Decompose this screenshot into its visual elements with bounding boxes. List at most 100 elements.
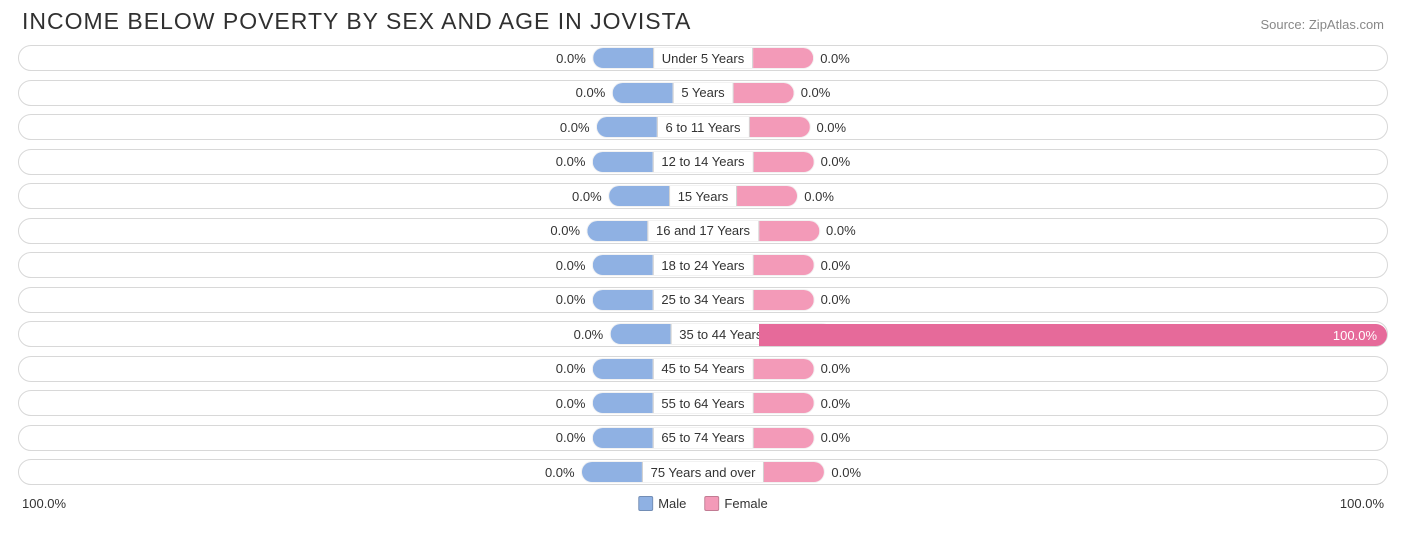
male-value-label: 0.0% [550, 223, 580, 238]
category-label: 55 to 64 Years [652, 393, 753, 413]
female-base-segment [737, 186, 797, 206]
male-value-label: 0.0% [576, 85, 606, 100]
chart-row: 0.0% 16 and 17 Years 0.0% [18, 218, 1388, 244]
male-base-segment [592, 255, 652, 275]
chart-row: 0.0% 65 to 74 Years 0.0% [18, 425, 1388, 451]
category-pill: 6 to 11 Years [596, 116, 811, 138]
chart-row: 0.0% 6 to 11 Years 0.0% [18, 114, 1388, 140]
category-label: 16 and 17 Years [647, 221, 759, 241]
male-value-label: 0.0% [560, 120, 590, 135]
chart-row: 0.0% 25 to 34 Years 0.0% [18, 287, 1388, 313]
male-base-segment [612, 83, 672, 103]
female-value-label: 0.0% [821, 258, 851, 273]
female-value-label: 0.0% [821, 154, 851, 169]
female-base-segment [734, 83, 794, 103]
category-pill: 16 and 17 Years [586, 220, 820, 242]
category-pill: 12 to 14 Years [591, 151, 814, 173]
category-pill: 15 Years [608, 185, 799, 207]
category-label: 75 Years and over [642, 462, 765, 482]
category-label: 18 to 24 Years [652, 255, 753, 275]
category-pill: Under 5 Years [592, 47, 814, 69]
category-pill: 25 to 34 Years [591, 289, 814, 311]
male-value-label: 0.0% [556, 292, 586, 307]
category-pill: 65 to 74 Years [591, 427, 814, 449]
male-value-label: 0.0% [556, 430, 586, 445]
female-value-label: 0.0% [821, 361, 851, 376]
category-label: 65 to 74 Years [652, 428, 753, 448]
legend-male-swatch [638, 496, 653, 511]
category-label: 25 to 34 Years [652, 290, 753, 310]
axis-right-label: 100.0% [1340, 496, 1384, 511]
female-base-segment [749, 117, 809, 137]
male-base-segment [592, 152, 652, 172]
female-value-label: 0.0% [821, 396, 851, 411]
legend-male-label: Male [658, 496, 686, 511]
male-base-segment [592, 393, 652, 413]
legend-female: Female [704, 496, 767, 511]
category-label: 6 to 11 Years [657, 117, 750, 137]
legend: Male Female [638, 496, 768, 511]
female-base-segment [754, 428, 814, 448]
male-value-label: 0.0% [545, 465, 575, 480]
male-base-segment [597, 117, 657, 137]
female-base-segment [754, 359, 814, 379]
female-value-label: 0.0% [821, 292, 851, 307]
male-base-segment [592, 428, 652, 448]
category-label: 45 to 54 Years [652, 359, 753, 379]
male-base-segment [610, 324, 670, 344]
female-base-segment [754, 393, 814, 413]
female-base-segment [754, 152, 814, 172]
chart-row: 0.0% 55 to 64 Years 0.0% [18, 390, 1388, 416]
chart-row: 0.0% 15 Years 0.0% [18, 183, 1388, 209]
category-label: 35 to 44 Years [670, 324, 771, 344]
female-base-segment [759, 221, 819, 241]
category-pill: 5 Years [611, 82, 794, 104]
female-base-segment [754, 255, 814, 275]
chart-row: 0.0% 12 to 14 Years 0.0% [18, 149, 1388, 175]
male-base-segment [582, 462, 642, 482]
male-base-segment [593, 48, 653, 68]
legend-male: Male [638, 496, 686, 511]
category-pill: 45 to 54 Years [591, 358, 814, 380]
chart-row: 0.0% 18 to 24 Years 0.0% [18, 252, 1388, 278]
category-pill: 55 to 64 Years [591, 392, 814, 414]
male-base-segment [592, 290, 652, 310]
female-value-label: 0.0% [804, 189, 834, 204]
category-pill: 18 to 24 Years [591, 254, 814, 276]
category-label: Under 5 Years [653, 48, 753, 68]
male-base-segment [587, 221, 647, 241]
female-base-segment [764, 462, 824, 482]
male-value-label: 0.0% [556, 154, 586, 169]
chart-row: 0.0% Under 5 Years 0.0% [18, 45, 1388, 71]
male-base-segment [592, 359, 652, 379]
female-value-label: 0.0% [821, 430, 851, 445]
female-value-label: 0.0% [831, 465, 861, 480]
male-value-label: 0.0% [556, 258, 586, 273]
chart-area: 0.0%Under 5 Years0.0%0.0%5 Years0.0%0.0%… [0, 35, 1406, 485]
category-pill: 75 Years and over [581, 461, 826, 483]
male-value-label: 0.0% [572, 189, 602, 204]
chart-row: 0.0% 35 to 44 Years100.0% [18, 321, 1388, 347]
male-value-label: 0.0% [556, 361, 586, 376]
category-label: 12 to 14 Years [652, 152, 753, 172]
male-value-label: 0.0% [574, 327, 604, 342]
chart-row: 0.0% 45 to 54 Years 0.0% [18, 356, 1388, 382]
chart-title: INCOME BELOW POVERTY BY SEX AND AGE IN J… [22, 8, 691, 35]
female-base-segment [754, 290, 814, 310]
category-label: 5 Years [672, 83, 733, 103]
male-value-label: 0.0% [556, 396, 586, 411]
female-value-label: 0.0% [826, 223, 856, 238]
chart-source: Source: ZipAtlas.com [1260, 17, 1384, 32]
chart-row: 0.0% 5 Years 0.0% [18, 80, 1388, 106]
male-base-segment [609, 186, 669, 206]
legend-female-swatch [704, 496, 719, 511]
female-value-label: 0.0% [820, 51, 850, 66]
chart-row: 0.0% 75 Years and over 0.0% [18, 459, 1388, 485]
category-label: 15 Years [669, 186, 738, 206]
male-value-label: 0.0% [556, 51, 586, 66]
female-value-label: 0.0% [801, 85, 831, 100]
female-value-label: 0.0% [816, 120, 846, 135]
legend-female-label: Female [724, 496, 767, 511]
axis-left-label: 100.0% [22, 496, 66, 511]
female-bar: 100.0% [759, 324, 1387, 346]
